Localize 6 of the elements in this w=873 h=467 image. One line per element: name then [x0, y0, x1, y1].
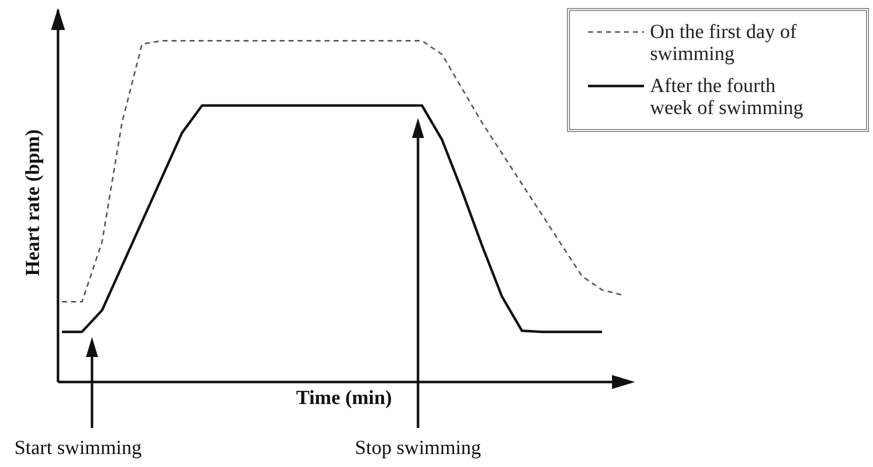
text: Start swimming — [14, 437, 142, 459]
y-axis-title: Heart rate (bpm) — [22, 129, 44, 276]
text: Stop swimming — [354, 437, 482, 459]
legend-label: On the first day of swimming — [650, 21, 798, 65]
x-axis-title: Time (min) — [296, 387, 392, 410]
legend-label: After the fourth week of swimming — [650, 75, 804, 119]
